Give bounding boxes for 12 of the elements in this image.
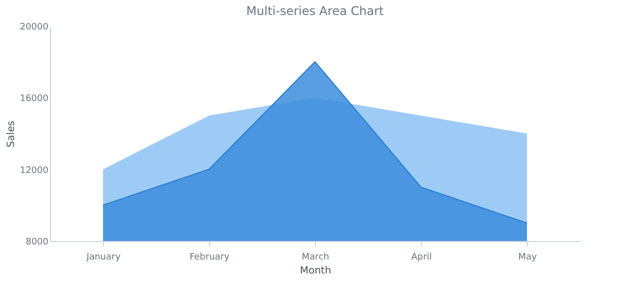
x-tick-label: May <box>518 252 538 262</box>
y-tick-label: 8000 <box>26 238 49 248</box>
y-tick-label: 16000 <box>20 94 49 104</box>
x-tick-label: April <box>411 252 432 262</box>
chart-title: Multi-series Area Chart <box>246 4 384 18</box>
x-tick-label: January <box>85 252 122 262</box>
x-tick-label: February <box>190 252 230 262</box>
x-tick-label: March <box>302 252 330 262</box>
x-axis-title: Month <box>300 266 332 276</box>
y-axis-title: Sales <box>6 120 17 148</box>
y-tick-label: 20000 <box>20 22 49 32</box>
y-tick-label: 12000 <box>20 166 49 176</box>
